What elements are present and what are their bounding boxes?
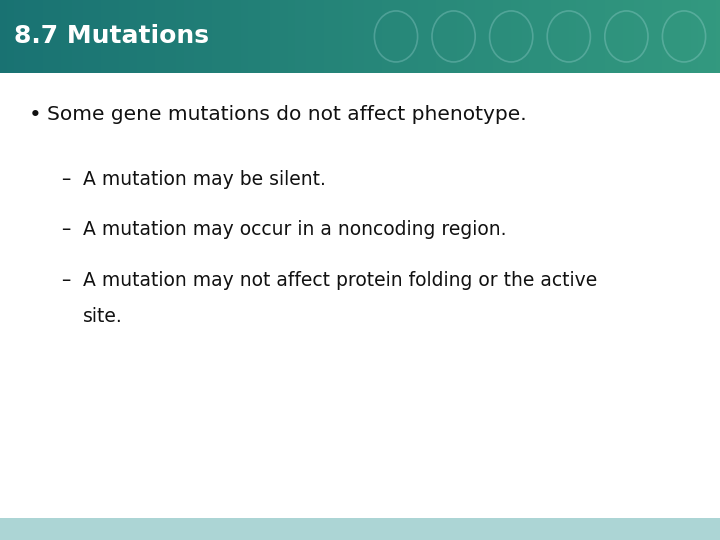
Text: A mutation may be silent.: A mutation may be silent. <box>83 170 325 189</box>
Text: –: – <box>61 170 71 189</box>
Text: site.: site. <box>83 307 122 326</box>
Bar <box>0 518 720 540</box>
Text: A mutation may not affect protein folding or the active: A mutation may not affect protein foldin… <box>83 271 597 289</box>
Text: –: – <box>61 220 71 239</box>
Text: Some gene mutations do not affect phenotype.: Some gene mutations do not affect phenot… <box>47 105 526 124</box>
Text: A mutation may occur in a noncoding region.: A mutation may occur in a noncoding regi… <box>83 220 506 239</box>
Text: –: – <box>61 271 71 289</box>
Text: •: • <box>29 105 42 125</box>
Text: 8.7 Mutations: 8.7 Mutations <box>14 24 210 49</box>
